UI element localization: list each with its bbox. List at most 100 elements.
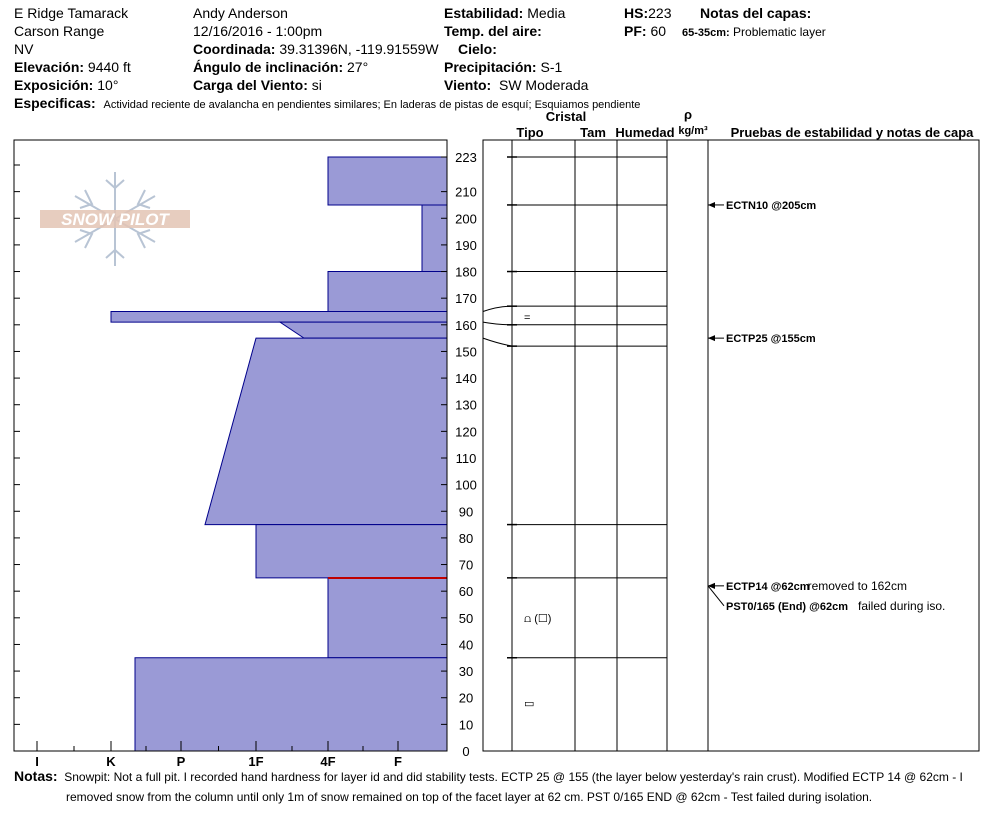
precip-label: Precipitación: xyxy=(444,59,537,75)
notes-block: Notas: Snowpit: Not a full pit. I record… xyxy=(14,766,989,807)
height-tick-label: 60 xyxy=(459,584,473,599)
observation-datetime: 12/16/2016 - 1:00pm xyxy=(193,23,323,39)
test-pointer xyxy=(707,585,725,607)
pf-label: PF: xyxy=(624,23,647,39)
layer-notes-label: Notas del capas: xyxy=(700,5,812,21)
hardness-tick-label: P xyxy=(177,754,186,769)
elevation-value: 9440 ft xyxy=(87,59,131,75)
left-minor-ticks xyxy=(14,164,20,752)
state-name: NV xyxy=(14,41,34,57)
hs-value: 223 xyxy=(648,5,672,21)
hardness-tick-label: K xyxy=(106,754,116,769)
logo-text: SNOW PILOT xyxy=(61,210,170,229)
test-marks: ECTN10 @205cm ECTP25 @155cm ECTP14 @62cmre… xyxy=(707,200,945,613)
height-tick-label: 50 xyxy=(459,611,473,626)
slope-label: Ángulo de inclinación: xyxy=(193,59,344,75)
layer-note-range: 65-35cm: xyxy=(682,27,730,39)
test-note: removed to 162cm xyxy=(808,579,907,593)
hardness-layer xyxy=(204,337,448,526)
location-name: E Ridge Tamarack xyxy=(14,5,129,21)
test-label: ECTP25 @155cm xyxy=(726,333,816,345)
notes-line-1: Notas: Snowpit: Not a full pit. I record… xyxy=(14,766,989,787)
wind-label: Viento: xyxy=(444,77,492,93)
height-tick-label: 120 xyxy=(455,424,477,439)
hardness-layer xyxy=(278,321,448,339)
aspect-row: Exposición: 10° xyxy=(14,76,118,94)
height-tick-label: 180 xyxy=(455,265,477,280)
col-header-moisture: Humedad xyxy=(615,125,674,140)
height-tick-label: 190 xyxy=(455,238,477,253)
height-tick-label: 140 xyxy=(455,371,477,386)
hardness-layer xyxy=(327,577,448,659)
grain-symbol: ▭ xyxy=(524,698,534,710)
aspect-value: 10° xyxy=(97,77,119,93)
grain-symbols: = ⩍ (☐) ▭ xyxy=(524,312,551,710)
coordinate-row: Coordinada: 39.31396N, -119.91559W xyxy=(193,40,439,58)
height-tick-label: 223 xyxy=(455,150,477,165)
wind-load-row: Carga del Viento: si xyxy=(193,76,322,94)
stability-row: Estabilidad: Media xyxy=(444,4,565,22)
layer-rows xyxy=(482,156,667,659)
grain-symbol: = xyxy=(524,312,530,324)
col-header-stability-tests: Pruebas de estabilidad y notas de capa xyxy=(731,125,975,140)
coordinate-label: Coordinada: xyxy=(193,41,276,57)
height-tick-label: 100 xyxy=(455,478,477,493)
wind-load-label: Carga del Viento: xyxy=(193,77,308,93)
coordinate-value: 39.31396N, -119.91559W xyxy=(279,41,439,57)
hardness-tick-label: F xyxy=(394,754,402,769)
boundary-connector xyxy=(482,337,513,347)
stability-value: Media xyxy=(527,5,566,21)
height-tick-label: 200 xyxy=(455,211,477,226)
hardness-plot: I K P 1F 4F F xyxy=(13,139,448,769)
notes-text-1: Snowpit: Not a full pit. I recorded hand… xyxy=(64,770,963,784)
height-tick-label: 30 xyxy=(459,664,473,679)
col-header-density-unit: kg/m³ xyxy=(678,125,708,137)
col-header-rho: ρ xyxy=(684,107,692,122)
elevation-row: Elevación: 9440 ft xyxy=(14,58,131,76)
hardness-tick-label: 4F xyxy=(320,754,335,769)
test-arrow-icon xyxy=(708,201,715,208)
specifics-row: Especificas: Actividad reciente de avala… xyxy=(14,94,640,114)
pf-row: PF: 60 xyxy=(624,22,666,40)
layer-table-frame xyxy=(482,139,980,752)
height-tick-label: 90 xyxy=(459,504,473,519)
height-tick-label: 150 xyxy=(455,344,477,359)
col-header-type: Tipo xyxy=(516,125,543,140)
height-tick-label: 210 xyxy=(455,185,477,200)
air-temp-label: Temp. del aire: xyxy=(444,23,542,39)
layer-table: = ⩍ (☐) ▭ ECTN10 @205cm ECTP25 @155cm ECTP14… xyxy=(482,139,980,752)
test-label: ECTP14 @62cm xyxy=(726,581,810,593)
test-label: PST0/165 (End) @62cm xyxy=(726,601,848,613)
height-tick-label: 170 xyxy=(455,291,477,306)
test-note: failed during iso. xyxy=(858,599,945,613)
hardness-layer xyxy=(255,524,448,579)
hardness-axis: I K P 1F 4F F xyxy=(35,741,402,769)
observer-name: Andy Anderson xyxy=(193,5,288,21)
test-arrow-icon xyxy=(708,582,715,589)
air-temp-row: Temp. del aire: xyxy=(444,22,542,40)
col-header-size: Tam xyxy=(580,125,606,140)
hardness-layer xyxy=(421,204,448,273)
height-tick-label: 110 xyxy=(456,451,477,466)
hardness-frame xyxy=(13,139,448,752)
sky-row: Cielo: xyxy=(458,40,497,58)
wind-row: Viento: SW Moderada xyxy=(444,76,588,94)
logo-band xyxy=(40,210,190,228)
grain-symbol: ⩍ (☐) xyxy=(524,613,551,625)
notes-line-2: removed snow from the column until only … xyxy=(66,790,873,804)
hardness-layer xyxy=(134,657,448,752)
specifics-value: Actividad reciente de avalancha en pendi… xyxy=(103,99,641,111)
height-tick-label: 80 xyxy=(459,531,473,546)
aspect-label: Exposición: xyxy=(14,77,94,93)
height-tick-label: 20 xyxy=(459,691,473,706)
height-tick-label: 40 xyxy=(459,637,473,652)
hardness-layer xyxy=(327,271,448,312)
layer-note-text: Problematic layer xyxy=(733,25,826,39)
hs-row: HS:223 xyxy=(624,4,671,22)
hardness-tick-label: 1F xyxy=(248,754,263,769)
col-header-crystal: Cristal xyxy=(546,109,586,124)
height-tick-label: 10 xyxy=(459,717,473,732)
specifics-label: Especificas: xyxy=(14,95,96,111)
elevation-label: Elevación: xyxy=(14,59,85,75)
